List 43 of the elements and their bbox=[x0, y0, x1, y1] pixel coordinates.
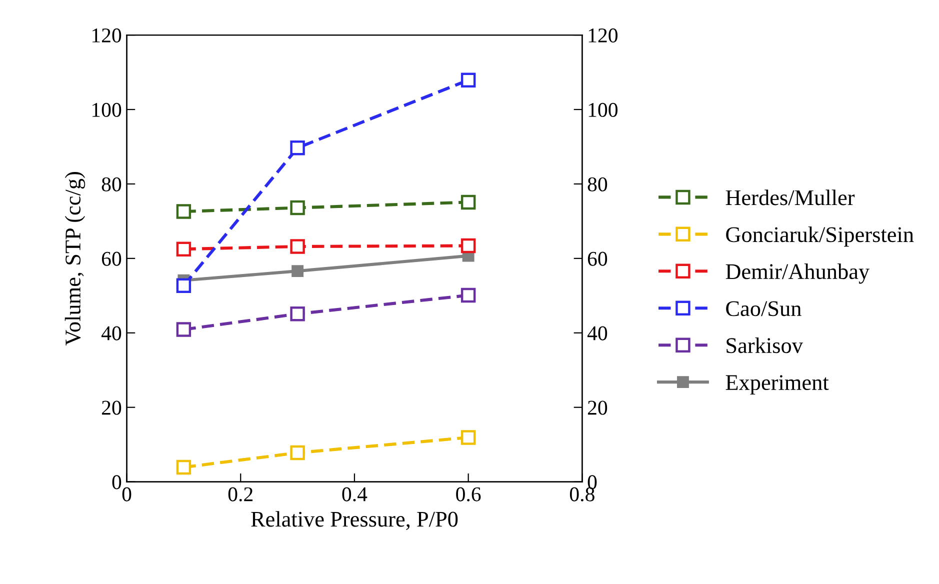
point bbox=[292, 265, 304, 278]
y-tick-label: 100 bbox=[92, 102, 122, 117]
point bbox=[176, 460, 192, 475]
point bbox=[290, 445, 305, 460]
point bbox=[290, 239, 305, 254]
y2-tick-label: 120 bbox=[588, 28, 618, 42]
x-axis-title: Relative Pressure, P/P0 bbox=[251, 511, 458, 530]
y2-tick-label: 0 bbox=[588, 475, 597, 490]
y-axis-title: Volume, STP (cc/g) bbox=[64, 172, 86, 346]
legend-label: Demir/Ahunbay bbox=[726, 263, 870, 284]
y-tick-label: 0 bbox=[112, 475, 122, 490]
y-tick-label: 40 bbox=[101, 326, 122, 340]
x-tick-label: 0.4 bbox=[342, 487, 368, 502]
y-tick-label: 120 bbox=[92, 28, 122, 42]
y2-tick-label: 20 bbox=[588, 400, 608, 415]
legend-label: Herdes/Muller bbox=[726, 190, 855, 206]
point bbox=[176, 242, 192, 256]
point bbox=[290, 200, 305, 216]
point bbox=[460, 288, 476, 303]
legend-label: Experiment bbox=[726, 375, 829, 395]
point bbox=[290, 306, 305, 322]
y-tick-label: 60 bbox=[102, 252, 122, 266]
point bbox=[460, 430, 476, 445]
legend-label: Gonciaruk/Siperstein bbox=[726, 226, 914, 247]
x-tick-label: 0.6 bbox=[456, 487, 481, 502]
point bbox=[460, 72, 476, 88]
y2-tick-label: 40 bbox=[587, 326, 608, 340]
legend-label: Sarkisov bbox=[726, 337, 803, 354]
y2-tick-label: 100 bbox=[588, 102, 618, 117]
y-tick-label: 80 bbox=[102, 177, 122, 192]
point bbox=[176, 204, 192, 219]
y2-tick-label: 60 bbox=[588, 252, 608, 266]
point bbox=[176, 322, 192, 337]
legend-label: Cao/Sun bbox=[726, 301, 802, 316]
point bbox=[460, 194, 476, 210]
x-tick-label: 0.8 bbox=[570, 487, 594, 502]
y2-tick-label: 80 bbox=[588, 177, 608, 192]
point bbox=[176, 278, 192, 293]
point bbox=[460, 238, 476, 254]
x-tick-label: 0 bbox=[122, 487, 132, 502]
point bbox=[290, 140, 305, 156]
y-tick-label: 20 bbox=[102, 400, 122, 415]
x-tick-label: 0.2 bbox=[228, 487, 252, 502]
